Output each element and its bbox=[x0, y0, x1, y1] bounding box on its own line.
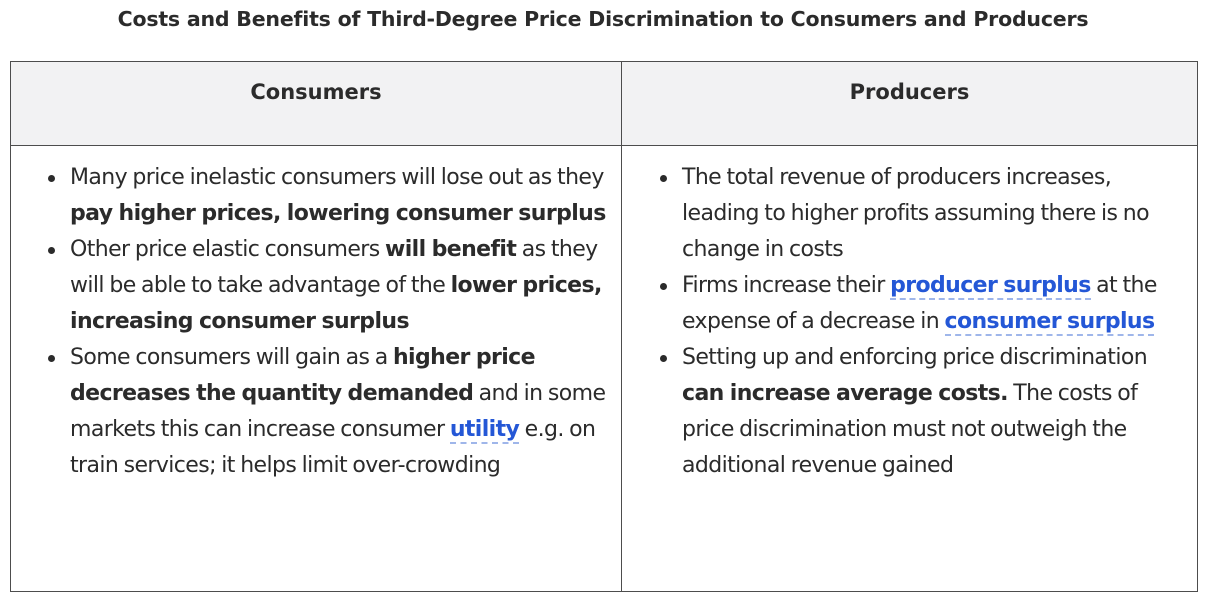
comparison-table: Consumers Producers Many price inelastic… bbox=[10, 61, 1198, 592]
item-bold-text: will benefit bbox=[385, 237, 517, 262]
table-row: Many price inelastic consumers will lose… bbox=[10, 145, 1198, 592]
item-text: Firms increase their bbox=[682, 273, 891, 298]
item-text: Setting up and enforcing price discrimin… bbox=[682, 345, 1148, 370]
utility-link[interactable]: utility bbox=[449, 417, 520, 444]
list-item: Some consumers will gain as a higher pri… bbox=[48, 340, 607, 484]
item-bold-text: higher price decreases the quantity dema… bbox=[70, 345, 536, 406]
item-text: The total revenue of producers increases… bbox=[682, 165, 1150, 262]
page-title: Costs and Benefits of Third-Degree Price… bbox=[117, 7, 1089, 31]
consumer-surplus-link[interactable]: consumer surplus bbox=[944, 309, 1155, 336]
item-text: and in some markets this can increase co… bbox=[70, 381, 606, 442]
consumers-cell: Many price inelastic consumers will lose… bbox=[10, 145, 622, 592]
item-bold-text: lower prices, increasing consumer surplu… bbox=[70, 273, 602, 334]
list-item: Many price inelastic consumers will lose… bbox=[48, 160, 607, 232]
item-bold-text: can increase average costs. bbox=[682, 381, 1009, 406]
list-item: The total revenue of producers increases… bbox=[660, 160, 1189, 268]
item-text: The costs of price discrimination must n… bbox=[682, 381, 1138, 478]
item-text: at the expense of a decrease in bbox=[682, 273, 1157, 334]
table-header-row: Consumers Producers bbox=[10, 61, 1198, 146]
item-text: Other price elastic consumers bbox=[70, 237, 385, 262]
consumers-list: Many price inelastic consumers will lose… bbox=[11, 146, 621, 484]
item-text: e.g. on train services; it helps limit o… bbox=[70, 417, 596, 478]
producers-cell: The total revenue of producers increases… bbox=[621, 145, 1198, 592]
item-bold-text: pay higher prices, lowering consumer sur… bbox=[70, 201, 606, 226]
item-text: Some consumers will gain as a bbox=[70, 345, 393, 370]
list-item: Other price elastic consumers will benef… bbox=[48, 232, 607, 340]
producers-list: The total revenue of producers increases… bbox=[622, 146, 1197, 484]
item-text: Many price inelastic consumers will lose… bbox=[70, 165, 604, 190]
list-item: Setting up and enforcing price discrimin… bbox=[660, 340, 1189, 484]
list-item: Firms increase their producer surplus at… bbox=[660, 268, 1189, 340]
item-text: as they will be able to take advantage o… bbox=[70, 237, 598, 298]
column-header-consumers: Consumers bbox=[10, 61, 622, 146]
producer-surplus-link[interactable]: producer surplus bbox=[890, 273, 1091, 300]
column-header-producers: Producers bbox=[621, 61, 1198, 146]
